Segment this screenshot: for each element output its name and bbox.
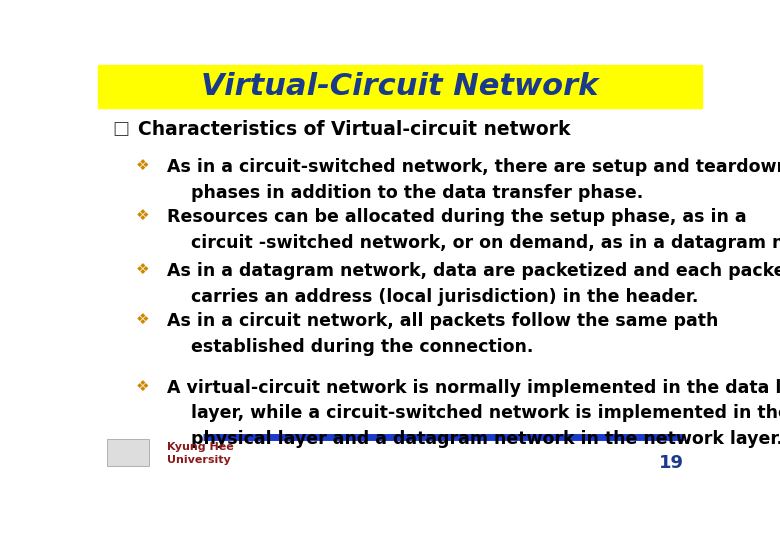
Text: Resources can be allocated during the setup phase, as in a
    circuit -switched: Resources can be allocated during the se… (167, 208, 780, 252)
Text: Kyung Hee
University: Kyung Hee University (167, 442, 234, 465)
Text: ❖: ❖ (136, 158, 150, 173)
Text: As in a circuit-switched network, there are setup and teardown
    phases in add: As in a circuit-switched network, there … (167, 158, 780, 202)
Text: ❖: ❖ (136, 312, 150, 327)
Text: Virtual-Circuit Network: Virtual-Circuit Network (201, 72, 598, 101)
Text: Characteristics of Virtual-circuit network: Characteristics of Virtual-circuit netwo… (138, 120, 570, 139)
Text: As in a datagram network, data are packetized and each packet
    carries an add: As in a datagram network, data are packe… (167, 262, 780, 306)
Text: As in a circuit network, all packets follow the same path
    established during: As in a circuit network, all packets fol… (167, 312, 718, 356)
Text: ❖: ❖ (136, 379, 150, 394)
FancyBboxPatch shape (98, 65, 702, 109)
Text: A virtual-circuit network is normally implemented in the data link
    layer, wh: A virtual-circuit network is normally im… (167, 379, 780, 448)
Text: ❖: ❖ (136, 208, 150, 223)
Text: 19: 19 (659, 454, 684, 472)
FancyBboxPatch shape (107, 439, 149, 466)
Text: ❖: ❖ (136, 262, 150, 278)
Text: □: □ (112, 120, 129, 138)
